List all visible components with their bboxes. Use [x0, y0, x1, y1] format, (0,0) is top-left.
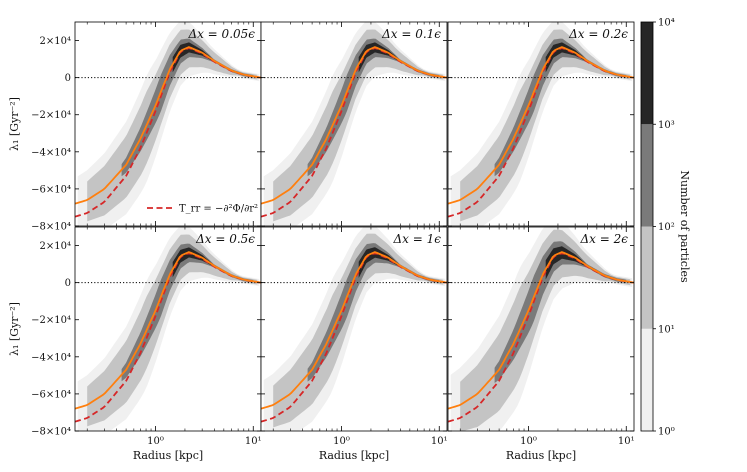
panel-4: 2×10⁴ 0 −2×10⁴ −4×10⁴ −6×10⁴ −8×10⁴ 10⁰ 10¹ Δx =…	[8, 226, 262, 462]
median-curve	[448, 251, 634, 410]
panel-plot-area	[261, 227, 447, 431]
y-tick-label: −8×10⁴	[31, 222, 71, 233]
x-tick-label: 10⁰	[333, 436, 350, 447]
x-axis-label: Radius [kpc]	[319, 449, 389, 462]
median-curve	[261, 46, 447, 205]
panel-frame	[260, 21, 448, 227]
density-band-4	[358, 42, 410, 73]
panel-label: Δx = 2ϵ	[580, 232, 629, 246]
median-curve	[261, 251, 447, 410]
x-axis-label: Radius [kpc]	[506, 449, 576, 462]
y-tick-label: −2×10⁴	[31, 315, 71, 326]
density-band-2	[273, 29, 444, 222]
panel-2: Δx = 0.1ϵ	[260, 21, 448, 227]
panel-frame	[447, 226, 635, 432]
colorbar-tick-label: 10²	[658, 222, 675, 233]
panel-label: Δx = 0.05ϵ	[187, 27, 255, 41]
density-band-4	[172, 42, 224, 73]
panel-plot-area	[75, 227, 261, 431]
y-tick-label: 2×10⁴	[40, 241, 71, 252]
y-axis-label: λ₁ [Gyr⁻²]	[8, 302, 21, 356]
colorbar-tick-label: 10⁰	[658, 427, 675, 438]
panel-3: Δx = 0.2ϵ	[447, 21, 635, 227]
median-curve	[75, 251, 261, 410]
colorbar-tick-label: 10⁴	[658, 18, 675, 29]
panel-plot-area	[448, 227, 634, 431]
y-tick-label: 0	[65, 73, 71, 84]
density-band-2	[460, 29, 631, 222]
y-axis-label: λ₁ [Gyr⁻²]	[8, 97, 21, 151]
density-band-2	[87, 29, 258, 222]
density-band-2	[460, 229, 631, 431]
y-tick-label: −6×10⁴	[31, 389, 71, 400]
panel-label: Δx = 1ϵ	[393, 232, 442, 246]
density-band-4	[545, 42, 597, 73]
y-tick-label: −6×10⁴	[31, 184, 71, 195]
panel-plot-area	[261, 22, 447, 226]
y-tick-label: −2×10⁴	[31, 110, 71, 121]
y-tick-label: 2×10⁴	[40, 36, 71, 47]
panel-plot-area	[448, 22, 634, 226]
y-tick-label: −4×10⁴	[31, 147, 71, 158]
panel-5: 10⁰ 10¹ Δx = 1ϵ Radius [kpc]	[260, 226, 448, 462]
density-band-2	[87, 234, 258, 427]
panels-layer: 2×10⁴ 0 −2×10⁴ −4×10⁴ −6×10⁴ −8×10⁴ Δx = 0.05ϵ…	[8, 21, 635, 462]
density-band-4	[358, 247, 410, 278]
colorbar-level-1	[641, 328, 653, 431]
median-curve	[75, 46, 261, 205]
colorbar-level-2	[641, 226, 653, 329]
colorbar-level-4	[641, 22, 653, 125]
x-tick-label: 10¹	[245, 436, 262, 447]
panel-label: Δx = 0.1ϵ	[381, 27, 441, 41]
median-curve	[448, 46, 634, 205]
panel-6: 10⁰ 10¹ Δx = 2ϵ Radius [kpc]	[447, 226, 635, 462]
colorbar: 10⁰ 10¹ 10² 10³ 10⁴ Number of particles	[640, 18, 691, 438]
colorbar-label: Number of particles	[678, 170, 691, 283]
density-band-3	[494, 241, 627, 383]
panel-frame	[447, 21, 635, 227]
panel-label: Δx = 0.5ϵ	[195, 232, 255, 246]
x-tick-label: 10⁰	[520, 436, 537, 447]
x-tick-label: 10¹	[618, 436, 635, 447]
legend-label: T_rr = −∂²Φ/∂r²	[179, 204, 258, 215]
panel-frame	[260, 226, 448, 432]
density-band-4	[172, 247, 224, 278]
x-axis-label: Radius [kpc]	[133, 449, 203, 462]
colorbar-tick-label: 10¹	[658, 324, 675, 335]
x-tick-label: 10⁰	[147, 436, 164, 447]
y-tick-label: −8×10⁴	[31, 427, 71, 438]
panel-plot-area	[75, 22, 261, 226]
x-tick-label: 10¹	[431, 436, 448, 447]
panel-label: Δx = 0.2ϵ	[568, 27, 628, 41]
panel-1: 2×10⁴ 0 −2×10⁴ −4×10⁴ −6×10⁴ −8×10⁴ Δx = 0.05ϵ…	[8, 21, 262, 233]
colorbar-tick-label: 10³	[658, 120, 675, 131]
colorbar-level-3	[641, 124, 653, 227]
y-tick-label: −4×10⁴	[31, 352, 71, 363]
y-tick-label: 0	[65, 278, 71, 289]
density-band-2	[273, 233, 444, 428]
